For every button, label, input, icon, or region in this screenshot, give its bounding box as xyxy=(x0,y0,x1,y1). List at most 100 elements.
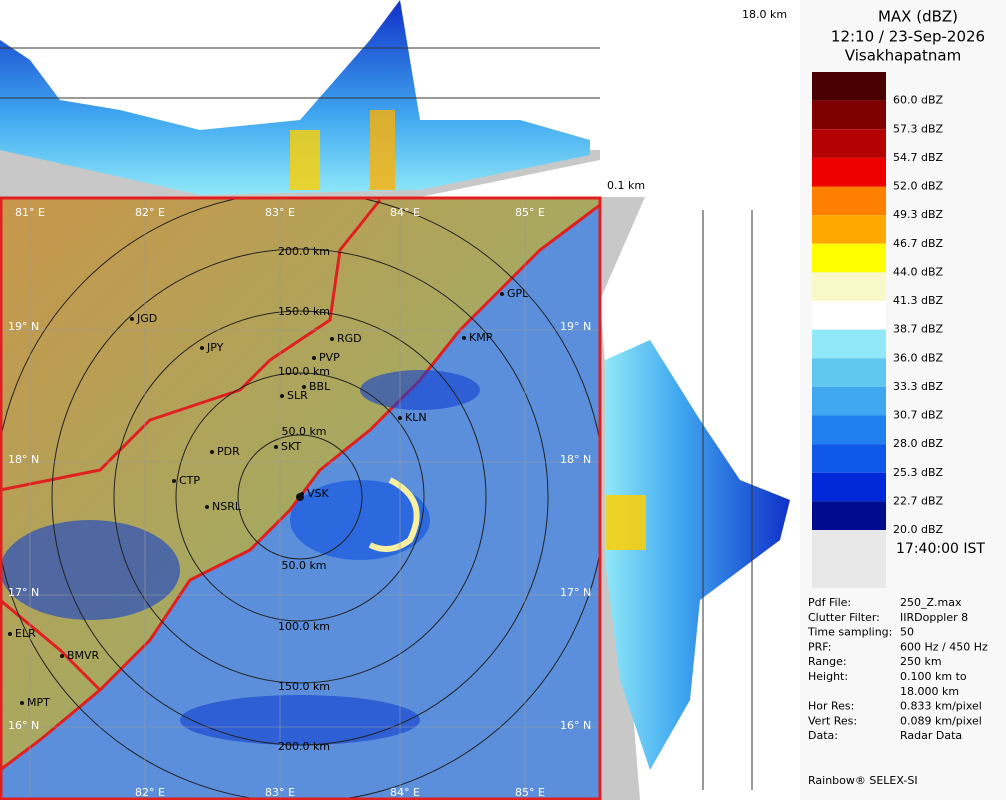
state-border xyxy=(0,598,102,692)
legend-label: 20.0 dBZ xyxy=(893,523,944,536)
info-label: PRF: xyxy=(808,640,831,653)
echo-band xyxy=(368,477,420,552)
echo xyxy=(360,370,480,410)
legend-swatch xyxy=(812,157,886,187)
legend-label: 54.7 dBZ xyxy=(893,151,944,164)
range-label: 200.0 km xyxy=(278,740,330,753)
info-value: Radar Data xyxy=(900,729,962,742)
place-dot xyxy=(172,479,176,483)
info-value: 0.089 km/pixel xyxy=(900,714,982,727)
range-label: 50.0 km xyxy=(281,559,326,572)
title: MAX (dBZ) xyxy=(878,8,958,26)
place-label: JPY xyxy=(206,341,224,354)
legend-swatch xyxy=(812,129,886,158)
legend-label: 44.0 dBZ xyxy=(893,265,944,278)
info-label: Data: xyxy=(808,729,838,742)
place-label: SLR xyxy=(287,389,308,402)
lat-label: 19° N xyxy=(8,320,39,333)
info-value: 18.000 km xyxy=(900,685,959,698)
legend-label: 46.7 dBZ xyxy=(893,237,944,250)
legend-swatch xyxy=(812,358,886,387)
info-value: 250 km xyxy=(900,655,942,668)
legend-swatch xyxy=(812,243,886,273)
place-label: MPT xyxy=(27,696,50,709)
place-dot xyxy=(20,701,24,705)
place-label: NSRL xyxy=(212,500,242,513)
place-label: GPL xyxy=(507,287,529,300)
lon-label: 85° E xyxy=(515,786,545,799)
legend-label: 52.0 dBZ xyxy=(893,180,944,193)
legend-swatch xyxy=(812,301,886,330)
legend-label: 30.7 dBZ xyxy=(893,409,944,422)
legend-label: 60.0 dBZ xyxy=(893,94,944,107)
place-label: JGD xyxy=(136,312,157,325)
side-profile-echo xyxy=(605,340,790,770)
legend-label: 33.3 dBZ xyxy=(893,380,944,393)
range-label: 200.0 km xyxy=(278,245,330,258)
top-profile-core xyxy=(290,130,320,190)
lon-label: 85° E xyxy=(515,206,545,219)
place-dot xyxy=(330,337,334,341)
info-value: 0.833 km/pixel xyxy=(900,700,982,713)
time: 17:40:00 IST xyxy=(896,541,985,557)
lat-label: 16° N xyxy=(8,719,39,732)
info-label: Pdf File: xyxy=(808,596,851,609)
range-ring xyxy=(51,248,549,746)
lat-label: 19° N xyxy=(560,320,591,333)
info-label: Vert Res: xyxy=(808,714,857,727)
place-dot xyxy=(312,356,316,360)
legend-label: 28.0 dBZ xyxy=(893,437,944,450)
side-panel-shadow xyxy=(600,197,645,300)
legend-label: 57.3 dBZ xyxy=(893,122,944,135)
place-dot xyxy=(205,505,209,509)
place-label: PDR xyxy=(217,445,240,458)
map xyxy=(0,197,600,800)
info-value: IIRDoppler 8 xyxy=(900,611,968,624)
info-value: 50 xyxy=(900,626,914,639)
place-label: SKT xyxy=(281,440,301,453)
place-dot xyxy=(8,632,12,636)
place-dot xyxy=(462,336,466,340)
lon-label: 81° E xyxy=(15,206,45,219)
legend-label: 22.7 dBZ xyxy=(893,494,944,507)
lat-label: 18° N xyxy=(560,453,591,466)
echo xyxy=(290,480,430,560)
side-height-label: 0.1 km xyxy=(607,179,645,192)
lat-label: 17° N xyxy=(560,586,591,599)
info-label: Range: xyxy=(808,655,847,668)
legend-swatch xyxy=(812,415,886,445)
lat-label: 18° N xyxy=(8,453,39,466)
legend-swatch xyxy=(812,501,886,530)
info-label: Height: xyxy=(808,670,848,683)
place-dot xyxy=(300,492,304,496)
place-dot xyxy=(200,346,204,350)
legend-label: 49.3 dBZ xyxy=(893,208,944,221)
range-ring xyxy=(237,434,363,560)
legend-label: 25.3 dBZ xyxy=(893,466,944,479)
legend-label: 36.0 dBZ xyxy=(893,351,944,364)
range-ring xyxy=(175,372,425,622)
side-profile-core xyxy=(606,495,646,550)
place-label: BBL xyxy=(309,380,331,393)
legend-swatch xyxy=(812,272,886,301)
legend-label: 38.7 dBZ xyxy=(893,323,944,336)
coastline xyxy=(0,203,600,772)
no-data-swatch xyxy=(812,530,886,588)
state-border xyxy=(0,199,382,492)
place-label: VSK xyxy=(307,487,330,500)
legend-swatch xyxy=(812,329,886,359)
top-profile-core xyxy=(370,110,395,190)
lon-label: 84° E xyxy=(390,206,420,219)
range-label: 100.0 km xyxy=(278,620,330,633)
legend-swatch xyxy=(812,444,886,473)
info-label: Time sampling: xyxy=(807,626,892,639)
footer: Rainbow® SELEX-SI xyxy=(808,774,918,787)
place-label: RGD xyxy=(337,332,362,345)
place-label: KLN xyxy=(405,411,427,424)
lat-label: 17° N xyxy=(8,586,39,599)
info-label: Clutter Filter: xyxy=(808,611,880,624)
place-label: CTP xyxy=(179,474,200,487)
legend-swatch xyxy=(812,100,886,130)
place-label: BMVR xyxy=(67,649,100,662)
info-value: 0.100 km to xyxy=(900,670,967,683)
